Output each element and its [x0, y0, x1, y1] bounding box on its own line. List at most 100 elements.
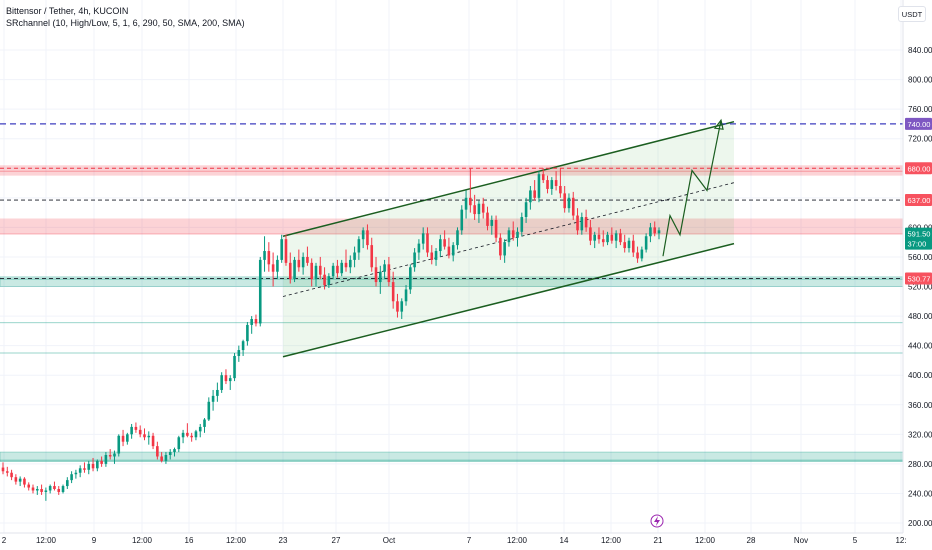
candle-body — [336, 265, 339, 274]
candle-body — [614, 233, 618, 241]
x-tick-label: 12:00 — [507, 536, 528, 545]
candle-body — [207, 401, 211, 420]
candle-body — [130, 426, 133, 435]
candle-body — [434, 251, 438, 260]
y-tick-label: 200.00 — [908, 519, 932, 528]
candle-body — [559, 185, 562, 194]
price-label-tag — [905, 162, 932, 175]
candle-body — [134, 426, 138, 430]
candle-body — [151, 435, 155, 447]
y-tick-label: 560.00 — [908, 253, 932, 262]
candle-body — [477, 203, 481, 215]
candle-body — [396, 301, 399, 312]
candle-body — [516, 231, 519, 238]
x-tick-label: 9 — [92, 536, 97, 545]
candle-body — [456, 230, 459, 246]
candle-body — [511, 230, 515, 238]
candle-body — [391, 282, 395, 302]
x-tick-label: 14 — [560, 536, 569, 545]
candle-body — [366, 230, 369, 246]
candle-body — [83, 468, 86, 470]
symbol-title: Bittensor / Tether, 4h, KUCOIN — [6, 6, 129, 16]
candle-body — [70, 474, 73, 481]
candle-body — [430, 252, 434, 260]
candle-body — [293, 259, 296, 280]
x-tick-label: 12:00 — [695, 536, 716, 545]
candle-body — [246, 324, 249, 342]
y-tick-label: 360.00 — [908, 401, 932, 410]
candle-body — [644, 236, 648, 250]
candle-body — [593, 234, 596, 241]
candle-body — [61, 486, 65, 492]
candle-body — [156, 446, 159, 457]
y-tick-label: 440.00 — [908, 342, 932, 351]
candle-body — [310, 262, 314, 280]
candle-body — [216, 389, 219, 396]
candle-body — [370, 245, 374, 268]
candle-body — [143, 434, 146, 438]
candle-body — [186, 432, 189, 436]
resistance-zone — [0, 165, 903, 176]
candle-body — [584, 217, 588, 228]
price-label-tag — [905, 272, 932, 285]
candle-body — [297, 259, 301, 268]
candle-body — [340, 262, 344, 274]
candle-body — [267, 251, 271, 265]
candle-body — [374, 267, 378, 283]
candle-body — [1, 467, 5, 472]
candle-body — [113, 453, 116, 457]
candle-body — [288, 262, 292, 280]
candle-body — [108, 455, 112, 457]
candle-body — [14, 477, 18, 482]
candle-body — [606, 234, 609, 243]
candle-body — [87, 463, 91, 470]
x-tick-label: 5 — [853, 536, 858, 545]
candle-body — [66, 480, 69, 487]
candle-body — [409, 267, 412, 290]
candle-body — [443, 239, 446, 247]
x-tick-label: Oct — [383, 536, 396, 545]
candle-body — [5, 471, 9, 473]
candle-body — [301, 256, 305, 268]
candle-body — [546, 180, 549, 189]
currency-button[interactable]: USDT — [898, 6, 926, 22]
candle-body — [537, 174, 541, 198]
candle-body — [499, 237, 502, 256]
candle-body — [44, 490, 48, 492]
chart-legend: Bittensor / Tether, 4h, KUCOIN SRchannel… — [6, 5, 245, 29]
x-tick-label: 27 — [332, 536, 341, 545]
candle-body — [554, 180, 558, 186]
candle-body — [400, 301, 404, 312]
candle-body — [74, 472, 78, 475]
candle-body — [486, 212, 489, 226]
y-tick-label: 320.00 — [908, 430, 932, 439]
candle-body — [91, 463, 95, 469]
candle-body — [631, 240, 635, 253]
candle-body — [649, 227, 652, 237]
candle-body — [271, 264, 275, 272]
candle-body — [357, 239, 361, 253]
candle-body — [177, 437, 181, 450]
candle-body — [306, 256, 309, 263]
lightning-icon[interactable] — [650, 514, 664, 528]
x-tick-label: 12:00 — [132, 536, 153, 545]
x-tick-label: 23 — [279, 536, 288, 545]
candle-body — [361, 230, 365, 240]
y-tick-label: 760.00 — [908, 105, 932, 114]
candle-body — [220, 375, 223, 390]
candle-body — [233, 355, 236, 379]
candle-body — [640, 249, 644, 259]
candle-body — [589, 227, 592, 241]
candle-body — [451, 245, 455, 256]
candle-body — [23, 478, 26, 485]
candle-body — [276, 259, 279, 272]
price-label-text: 37:00 — [908, 240, 927, 249]
candle-body — [224, 375, 228, 382]
candle-body — [610, 234, 614, 241]
candle-body — [263, 251, 266, 260]
candle-body — [168, 452, 172, 456]
candle-body — [237, 350, 241, 356]
candle-body — [580, 217, 584, 231]
